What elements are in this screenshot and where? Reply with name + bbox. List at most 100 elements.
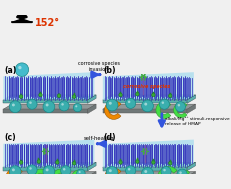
Circle shape — [163, 169, 165, 171]
Circle shape — [27, 165, 37, 175]
Polygon shape — [102, 100, 186, 103]
Ellipse shape — [151, 160, 154, 164]
Polygon shape — [3, 109, 87, 113]
Circle shape — [59, 101, 69, 111]
Ellipse shape — [168, 161, 171, 165]
Circle shape — [108, 102, 111, 105]
Polygon shape — [12, 14, 32, 22]
FancyBboxPatch shape — [58, 93, 59, 94]
Text: (d): (d) — [103, 133, 116, 142]
FancyBboxPatch shape — [136, 91, 137, 93]
Text: (a): (a) — [4, 66, 16, 75]
Circle shape — [9, 101, 21, 113]
Polygon shape — [186, 162, 195, 171]
Polygon shape — [102, 109, 186, 113]
Polygon shape — [87, 172, 96, 181]
Polygon shape — [3, 140, 94, 167]
Circle shape — [63, 168, 65, 170]
Circle shape — [18, 66, 21, 69]
Circle shape — [159, 99, 169, 109]
Ellipse shape — [55, 160, 59, 164]
Polygon shape — [87, 104, 96, 113]
Wedge shape — [175, 170, 189, 185]
Ellipse shape — [19, 160, 23, 164]
Circle shape — [29, 101, 32, 104]
Polygon shape — [3, 95, 96, 100]
Polygon shape — [3, 72, 94, 100]
Circle shape — [12, 168, 15, 171]
Polygon shape — [102, 177, 186, 181]
Text: self-healing: self-healing — [83, 136, 113, 141]
Circle shape — [9, 166, 21, 177]
Circle shape — [61, 103, 64, 106]
Circle shape — [161, 101, 163, 104]
Ellipse shape — [37, 160, 40, 163]
Wedge shape — [104, 101, 120, 119]
Text: corrosive species
invasion: corrosive species invasion — [77, 61, 119, 72]
Circle shape — [73, 103, 81, 112]
Circle shape — [29, 167, 32, 170]
Ellipse shape — [135, 160, 138, 163]
Circle shape — [141, 167, 153, 179]
Ellipse shape — [39, 93, 42, 97]
Circle shape — [160, 167, 170, 177]
Wedge shape — [157, 167, 176, 188]
FancyBboxPatch shape — [73, 160, 74, 162]
FancyBboxPatch shape — [169, 160, 170, 162]
Circle shape — [144, 103, 147, 106]
FancyBboxPatch shape — [38, 158, 39, 160]
Text: (b): (b) — [103, 66, 116, 75]
Polygon shape — [3, 104, 96, 109]
Text: 152°: 152° — [35, 18, 60, 28]
Ellipse shape — [151, 93, 154, 97]
Circle shape — [75, 105, 77, 107]
Circle shape — [125, 98, 135, 108]
Polygon shape — [102, 104, 195, 109]
Ellipse shape — [118, 160, 122, 164]
Circle shape — [176, 169, 186, 179]
Polygon shape — [102, 72, 193, 100]
Circle shape — [127, 168, 130, 170]
Circle shape — [46, 103, 48, 106]
Circle shape — [127, 101, 130, 103]
FancyBboxPatch shape — [73, 93, 74, 95]
Wedge shape — [71, 170, 85, 185]
Circle shape — [175, 102, 185, 112]
Polygon shape — [3, 162, 96, 167]
Circle shape — [144, 170, 147, 173]
FancyBboxPatch shape — [136, 158, 137, 160]
Polygon shape — [87, 162, 96, 171]
Ellipse shape — [72, 95, 76, 98]
FancyBboxPatch shape — [169, 93, 170, 94]
Circle shape — [76, 169, 85, 177]
Text: (c): (c) — [4, 133, 16, 142]
Circle shape — [179, 171, 181, 174]
Polygon shape — [87, 95, 96, 103]
Circle shape — [106, 99, 118, 111]
Ellipse shape — [72, 161, 76, 165]
Polygon shape — [186, 95, 195, 103]
Text: alkali/Mg²⁺ stimuli-responsive
release of HMAP: alkali/Mg²⁺ stimuli-responsive release o… — [164, 117, 229, 126]
Circle shape — [43, 101, 55, 113]
Circle shape — [108, 169, 111, 172]
Circle shape — [46, 168, 48, 171]
Ellipse shape — [168, 94, 171, 98]
FancyBboxPatch shape — [152, 92, 153, 93]
Circle shape — [78, 171, 80, 173]
Circle shape — [106, 167, 118, 178]
Polygon shape — [102, 162, 195, 167]
Circle shape — [141, 100, 153, 112]
Wedge shape — [52, 169, 67, 186]
Polygon shape — [3, 167, 87, 171]
Wedge shape — [104, 168, 120, 187]
Wedge shape — [32, 169, 47, 186]
Circle shape — [61, 166, 70, 176]
Circle shape — [125, 166, 135, 176]
FancyBboxPatch shape — [57, 159, 58, 161]
Circle shape — [12, 103, 15, 106]
Polygon shape — [186, 104, 195, 113]
Wedge shape — [6, 168, 22, 187]
Circle shape — [27, 99, 37, 109]
Circle shape — [43, 166, 55, 177]
Polygon shape — [186, 172, 195, 181]
